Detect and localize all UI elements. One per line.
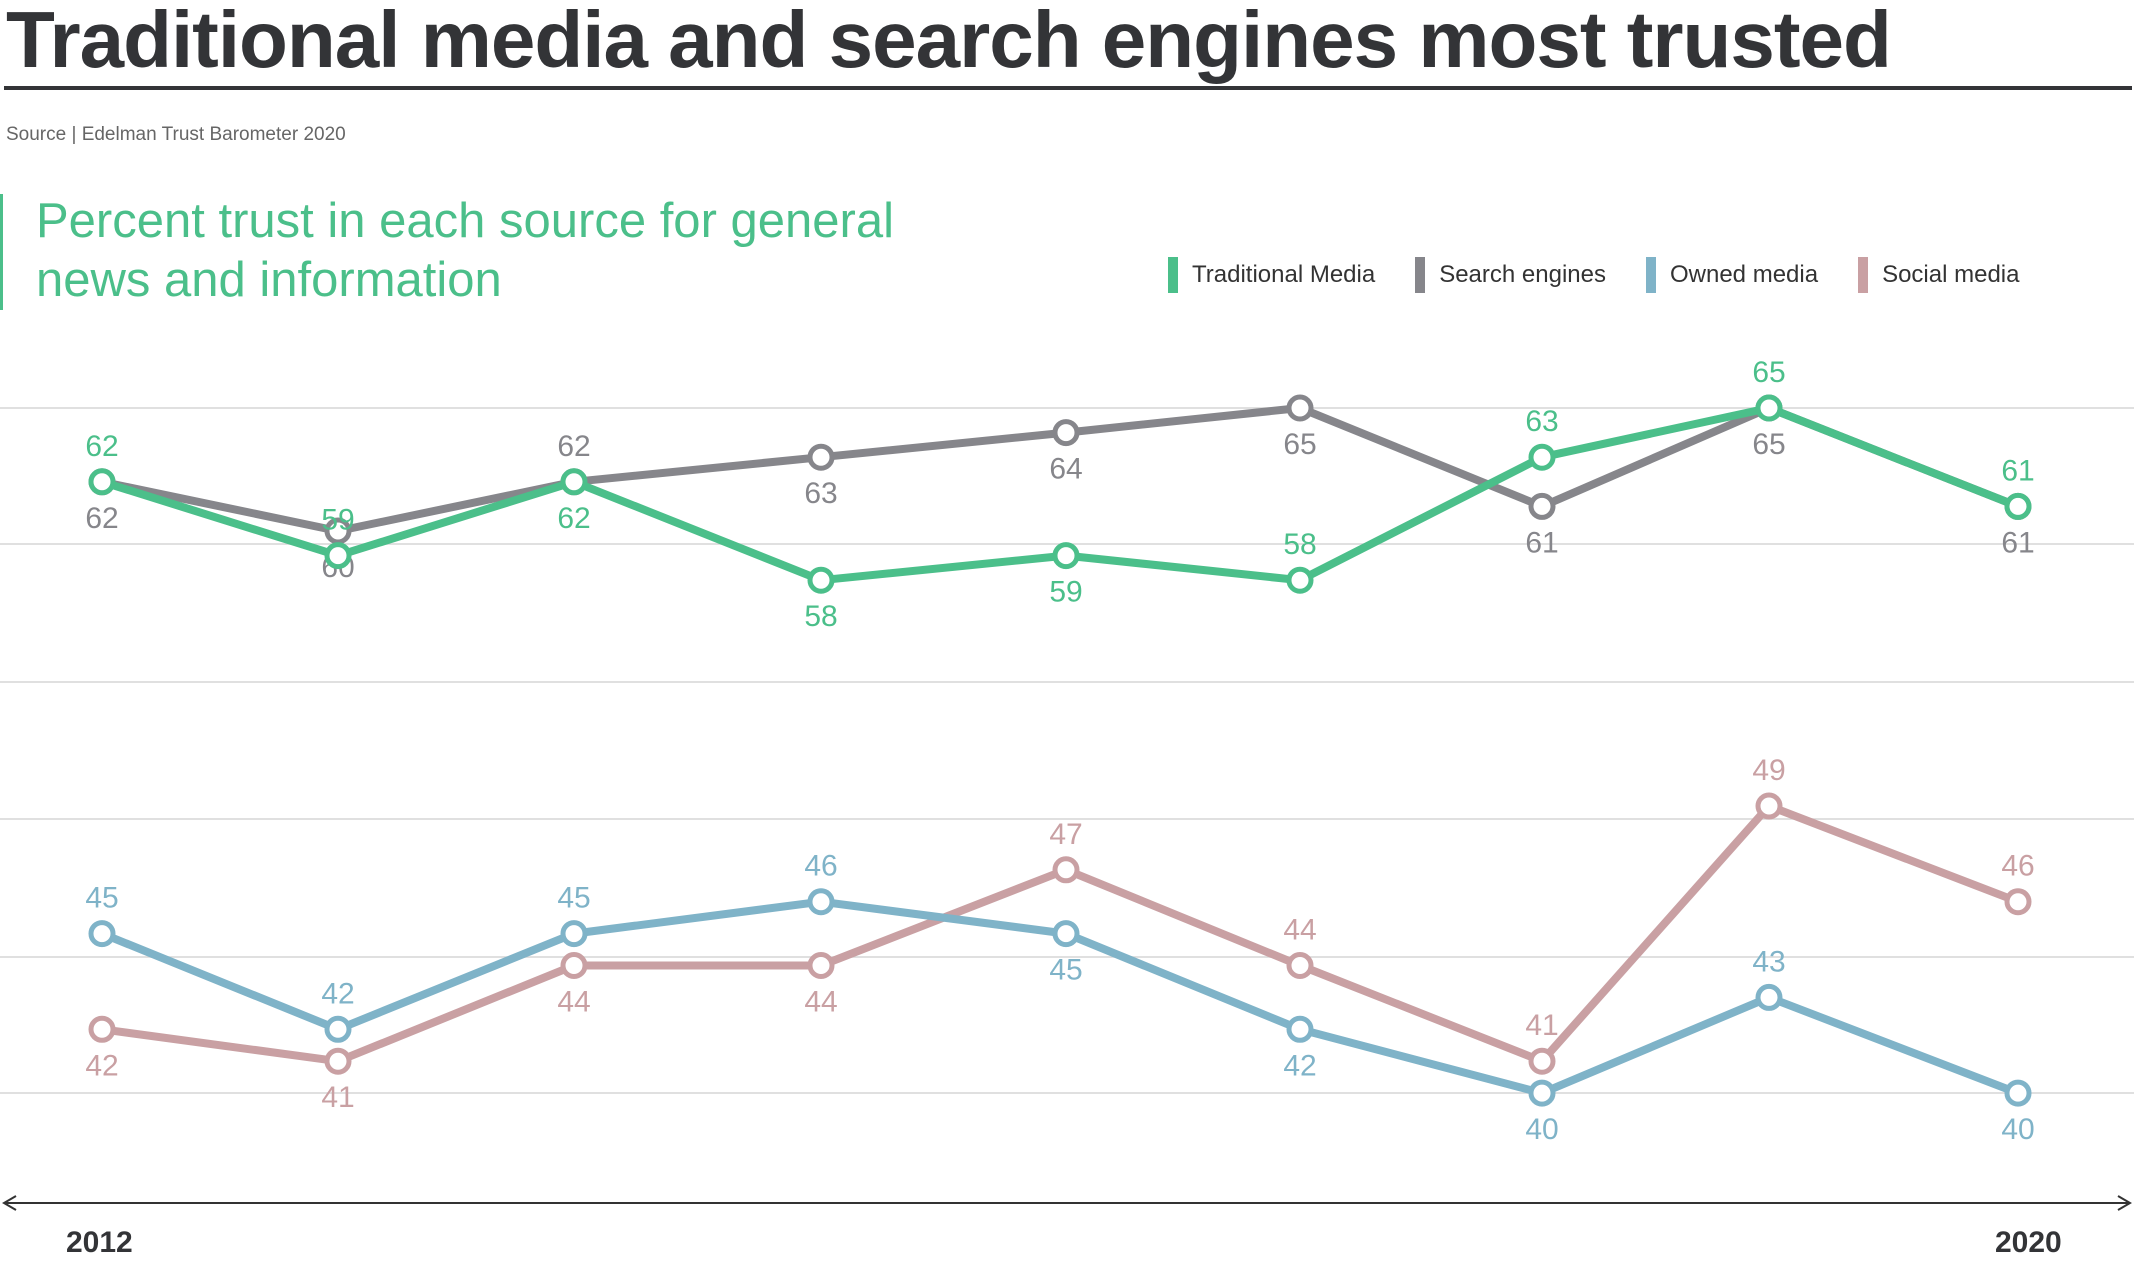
data-point bbox=[807, 888, 835, 916]
legend-label: Social media bbox=[1882, 261, 2020, 288]
data-point bbox=[2004, 1079, 2032, 1107]
legend-swatch bbox=[1858, 257, 1869, 293]
data-point bbox=[560, 952, 588, 979]
data-label: 65 bbox=[1752, 428, 1785, 461]
data-point bbox=[2004, 888, 2032, 916]
data-label: 44 bbox=[557, 986, 590, 1019]
data-label: 45 bbox=[557, 882, 590, 915]
data-point bbox=[807, 952, 835, 979]
data-label: 41 bbox=[1525, 1009, 1558, 1042]
x-axis-start-label: 2012 bbox=[66, 1226, 133, 1259]
legend-label: Search engines bbox=[1439, 261, 1606, 288]
legend-swatch bbox=[1168, 257, 1178, 293]
data-label: 45 bbox=[1049, 954, 1082, 987]
source-note: Source | Edelman Trust Barometer 2020 bbox=[6, 124, 346, 145]
page-title: Traditional media and search engines mos… bbox=[6, 0, 1892, 84]
data-point bbox=[1528, 1079, 1556, 1107]
x-axis-end-label: 2020 bbox=[1995, 1226, 2062, 1259]
data-point bbox=[1528, 443, 1556, 471]
data-label: 61 bbox=[2001, 454, 2034, 487]
data-point bbox=[1755, 394, 1783, 422]
data-point bbox=[2004, 492, 2032, 520]
data-label: 43 bbox=[1752, 945, 1785, 978]
data-label: 41 bbox=[321, 1081, 354, 1114]
legend-item: Traditional Media bbox=[1168, 257, 1375, 293]
data-point bbox=[1052, 856, 1080, 884]
data-point bbox=[1052, 542, 1080, 570]
data-point bbox=[324, 542, 352, 570]
data-label: 44 bbox=[804, 986, 837, 1019]
data-point bbox=[560, 920, 588, 948]
data-label: 61 bbox=[2001, 526, 2034, 559]
data-label: 63 bbox=[804, 477, 837, 510]
data-point bbox=[1286, 394, 1314, 422]
x-axis-left-arrow-icon bbox=[2, 1195, 17, 1211]
data-label: 61 bbox=[1525, 526, 1558, 559]
legend-swatch bbox=[1415, 257, 1426, 293]
data-label: 59 bbox=[321, 504, 354, 537]
data-label: 46 bbox=[2001, 850, 2034, 883]
data-label: 40 bbox=[2001, 1113, 2034, 1146]
data-point bbox=[1286, 566, 1314, 594]
data-label: 46 bbox=[804, 850, 837, 883]
data-point bbox=[324, 1015, 352, 1043]
data-label: 64 bbox=[1049, 453, 1082, 486]
legend-item: Owned media bbox=[1645, 257, 1819, 293]
data-point bbox=[88, 1015, 116, 1043]
data-label: 42 bbox=[85, 1049, 118, 1082]
data-label: 44 bbox=[1283, 914, 1316, 947]
data-label: 62 bbox=[557, 430, 590, 463]
legend-label: Traditional Media bbox=[1192, 261, 1376, 288]
data-label: 45 bbox=[85, 882, 118, 915]
data-point bbox=[1755, 983, 1783, 1011]
legend-item: Search engines bbox=[1415, 257, 1606, 293]
legend-swatch bbox=[1645, 257, 1656, 293]
data-label: 49 bbox=[1752, 754, 1785, 787]
data-label: 62 bbox=[557, 502, 590, 535]
data-label: 62 bbox=[85, 502, 118, 535]
data-label: 65 bbox=[1283, 428, 1316, 461]
data-point bbox=[1528, 1047, 1556, 1075]
data-point bbox=[1286, 1015, 1314, 1043]
data-point bbox=[1052, 920, 1080, 948]
subtitle-accent-bar bbox=[0, 194, 3, 310]
data-label: 63 bbox=[1525, 405, 1558, 438]
data-point bbox=[1528, 492, 1556, 520]
data-point bbox=[324, 1047, 352, 1075]
data-label: 65 bbox=[1752, 356, 1785, 389]
data-label: 58 bbox=[804, 600, 837, 633]
data-label: 42 bbox=[1283, 1049, 1316, 1082]
legend: Traditional Media Search engines Owned m… bbox=[1168, 257, 2019, 293]
data-label: 47 bbox=[1049, 818, 1082, 851]
data-point bbox=[807, 566, 835, 594]
data-point bbox=[1052, 419, 1080, 447]
data-point bbox=[560, 468, 588, 496]
data-label: 58 bbox=[1283, 528, 1316, 561]
title-rule bbox=[4, 86, 2132, 90]
data-point bbox=[88, 920, 116, 948]
x-axis-right-arrow-icon bbox=[2117, 1195, 2132, 1211]
legend-label: Owned media bbox=[1669, 261, 1819, 288]
chart-title: Percent trust in each source for general… bbox=[36, 194, 894, 307]
data-point bbox=[88, 468, 116, 496]
data-point bbox=[807, 443, 835, 471]
data-label: 62 bbox=[85, 430, 118, 463]
data-point bbox=[1286, 952, 1314, 979]
legend-item: Social media bbox=[1858, 257, 2019, 293]
data-label: 40 bbox=[1525, 1113, 1558, 1146]
data-label: 42 bbox=[321, 977, 354, 1010]
data-label: 59 bbox=[1049, 576, 1082, 609]
data-point bbox=[1755, 792, 1783, 820]
data-point bbox=[324, 517, 352, 545]
